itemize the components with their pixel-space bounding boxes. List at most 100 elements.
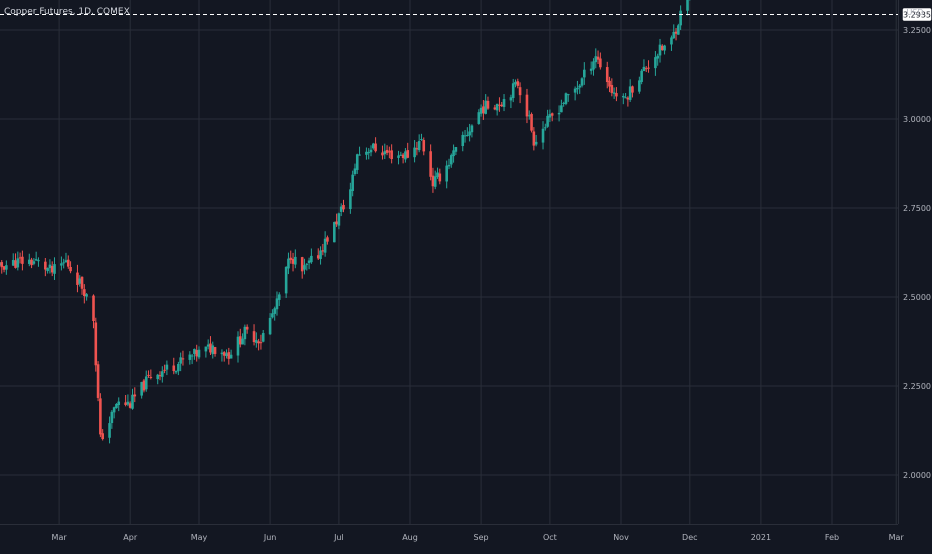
candle-down xyxy=(94,317,98,372)
candle-up xyxy=(117,397,121,412)
candle-up xyxy=(557,105,561,122)
candle-down xyxy=(342,199,345,213)
candle-up xyxy=(449,153,453,168)
candle-down xyxy=(128,401,132,409)
candle-up xyxy=(589,61,593,75)
candle-down xyxy=(415,141,419,156)
candle-up xyxy=(628,79,632,102)
candle-up xyxy=(372,142,375,150)
candle-up xyxy=(78,275,82,287)
candle-up xyxy=(268,313,272,335)
candle-up xyxy=(287,252,290,275)
candle-down xyxy=(66,255,70,269)
candle-up xyxy=(188,351,192,365)
candle-up xyxy=(576,80,579,95)
candle-down xyxy=(257,338,260,351)
candle-down xyxy=(388,146,391,159)
candle-up xyxy=(243,324,247,346)
candle-up xyxy=(447,158,451,170)
candle-up xyxy=(495,103,499,116)
candle-down xyxy=(518,82,522,104)
candle-down xyxy=(252,324,256,346)
candle-up xyxy=(319,246,322,265)
candle-up xyxy=(284,266,288,298)
candle-up xyxy=(436,167,439,179)
candle-down xyxy=(406,142,410,159)
candle-down xyxy=(291,252,295,272)
candle-down xyxy=(14,253,17,269)
candle-down xyxy=(626,96,630,107)
candle-up xyxy=(16,251,20,271)
time-tick-label: Dec xyxy=(682,533,697,542)
candle-up xyxy=(670,35,673,51)
candle-up xyxy=(156,373,160,385)
candle-up xyxy=(358,146,361,156)
candle-up xyxy=(273,306,276,321)
candle-down xyxy=(163,364,166,374)
candle-down xyxy=(385,145,389,156)
candle-up xyxy=(236,331,240,363)
time-tick-label: Aug xyxy=(402,533,418,542)
candle-down xyxy=(532,127,536,151)
candle-up xyxy=(564,92,568,106)
candle-up xyxy=(0,262,1,266)
candle-up xyxy=(190,353,194,365)
candles xyxy=(0,0,691,444)
candle-up xyxy=(461,131,465,152)
candle-up xyxy=(654,51,657,76)
candle-down xyxy=(83,284,86,304)
candle-up xyxy=(566,93,570,102)
candle-up xyxy=(349,182,352,214)
candle-up xyxy=(333,221,336,243)
time-tick-label: Sep xyxy=(474,533,489,542)
candle-up xyxy=(404,148,407,163)
price-tick-label: 3.2500 xyxy=(903,26,931,35)
candle-down xyxy=(21,250,24,271)
candle-up xyxy=(546,109,549,128)
candle-down xyxy=(605,61,609,89)
candle-down xyxy=(76,264,79,293)
candle-up xyxy=(477,109,481,125)
candle-down xyxy=(608,76,611,93)
candle-up xyxy=(165,360,169,376)
currency-label: USD xyxy=(906,8,923,17)
candle-up xyxy=(583,62,586,85)
candle-up xyxy=(624,92,627,99)
candle-up xyxy=(37,257,40,267)
candle-up xyxy=(594,48,598,69)
candle-up xyxy=(144,370,148,392)
price-axis[interactable]: 1.75002.00002.25002.50002.75003.00003.25… xyxy=(903,0,931,550)
candle-down xyxy=(316,248,320,261)
candle-down xyxy=(213,346,217,357)
candle-down xyxy=(96,361,100,402)
candle-down xyxy=(493,104,497,111)
price-tick-label: 2.0000 xyxy=(903,471,931,480)
candle-up xyxy=(220,349,224,362)
candle-down xyxy=(0,260,4,274)
candle-down xyxy=(500,101,504,107)
candle-up xyxy=(261,329,265,343)
candle-up xyxy=(294,249,297,269)
time-axis[interactable]: Mar Apr May Jun Jul Aug Sep Oct Nov Dec 2021 Feb Mar… xyxy=(52,533,932,542)
candle-up xyxy=(108,416,111,444)
time-tick-label: Mar xyxy=(52,533,68,542)
candle-up xyxy=(110,410,114,429)
candle-up xyxy=(140,381,143,399)
candle-up xyxy=(179,352,182,372)
candle-up xyxy=(206,339,210,350)
price-tick-label: 2.7500 xyxy=(903,204,931,213)
candle-up xyxy=(337,212,341,230)
candle-up xyxy=(115,403,118,409)
candle-down xyxy=(631,85,634,98)
candle-down xyxy=(238,328,242,348)
candle-up xyxy=(468,123,471,142)
candle-down xyxy=(101,429,104,441)
candle-down xyxy=(644,66,648,72)
candle-down xyxy=(429,144,432,181)
candle-up xyxy=(663,44,666,55)
candle-down xyxy=(321,243,325,256)
